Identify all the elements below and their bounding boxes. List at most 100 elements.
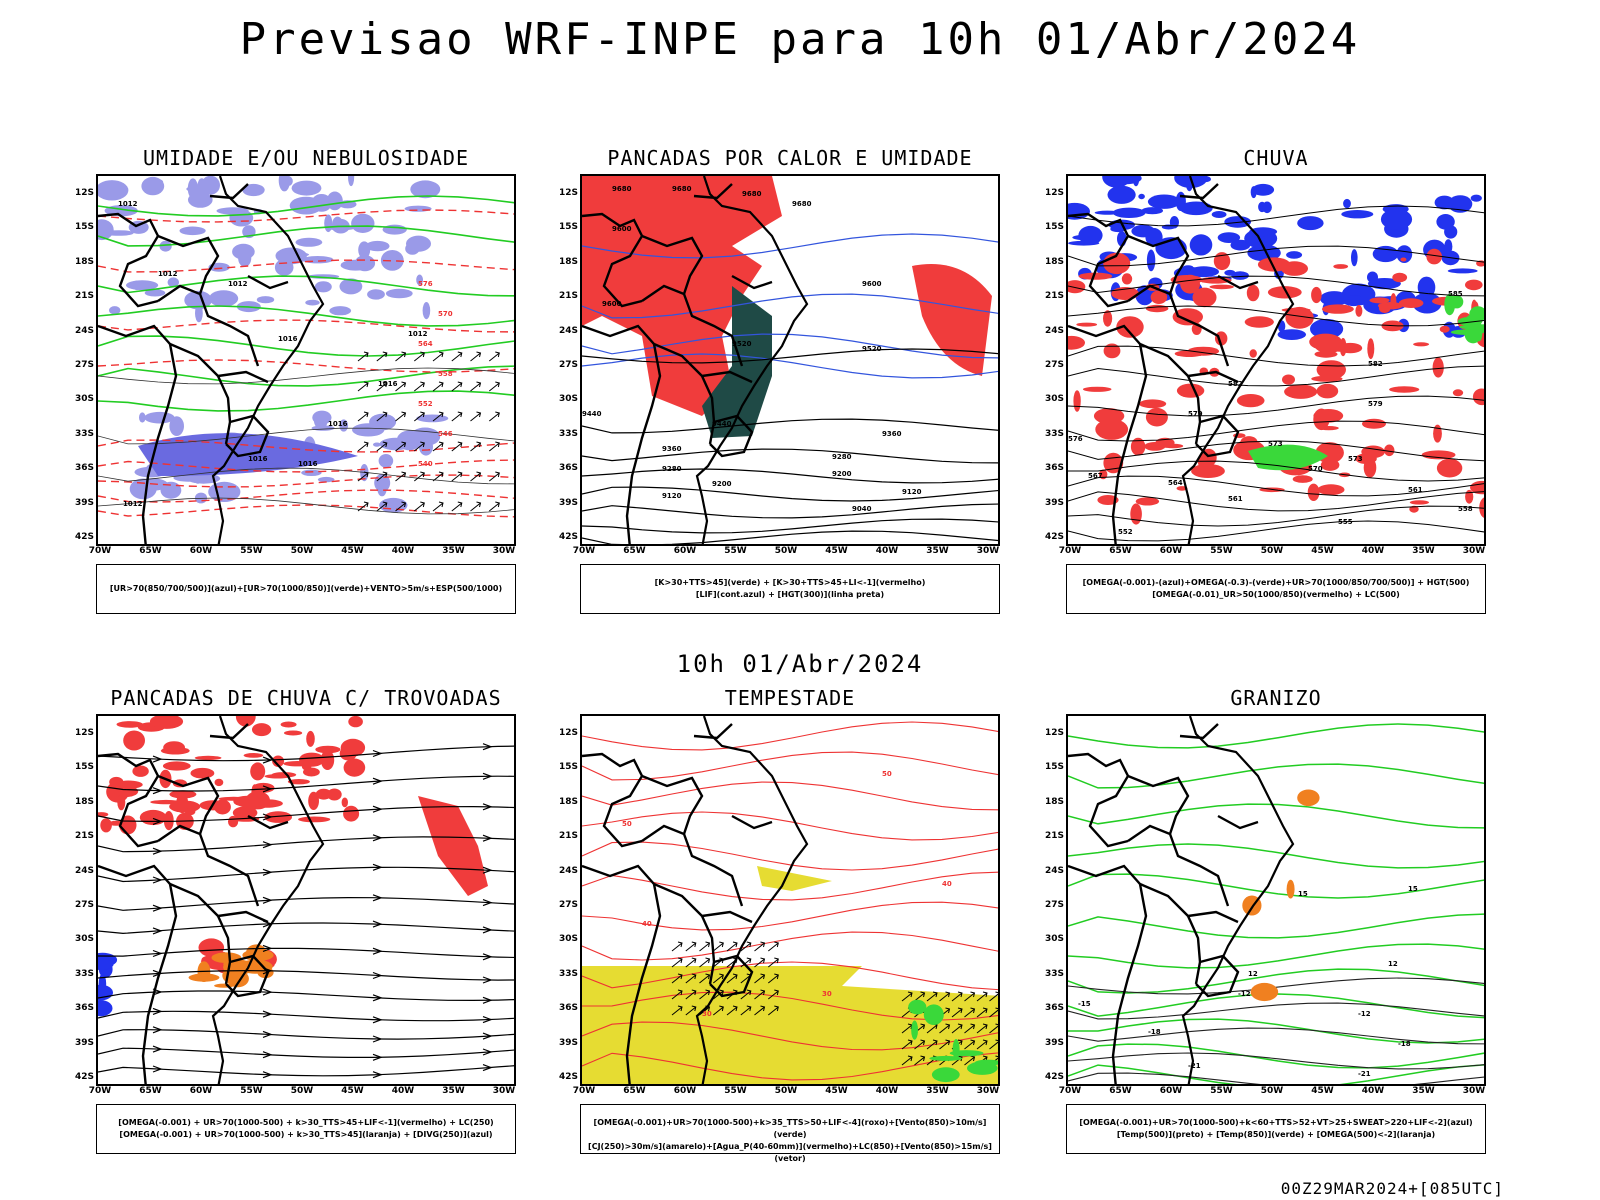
field-patch xyxy=(1172,308,1203,326)
streamline xyxy=(98,745,514,762)
field-patch xyxy=(380,250,404,271)
field-patch xyxy=(340,738,366,757)
contour-label: 1012 xyxy=(118,200,138,208)
latitude-label: 36S xyxy=(1044,463,1064,474)
flow-arrow xyxy=(372,777,383,785)
contour-label: 1012 xyxy=(123,500,143,508)
contour-label: 9120 xyxy=(902,488,922,496)
contour-line xyxy=(1068,1052,1484,1070)
field-patch xyxy=(1068,280,1086,294)
flow-arrow xyxy=(152,787,163,795)
main-title: Previsao WRF-INPE para 10h 01/Abr/2024 xyxy=(239,14,1361,65)
contour-label: 9600 xyxy=(612,225,632,233)
latitude-label: 24S xyxy=(558,865,578,876)
wind-vector xyxy=(671,957,683,968)
field-patch xyxy=(1244,316,1274,328)
latitude-label: 30S xyxy=(558,394,578,405)
field-patch xyxy=(1078,225,1103,245)
longitude-label: 70W xyxy=(88,546,112,556)
contour-label: -18 xyxy=(1148,1028,1161,1036)
flow-arrow xyxy=(262,944,273,952)
omega-red xyxy=(1068,248,1484,525)
field-patch xyxy=(1412,292,1442,314)
field-patch xyxy=(1076,322,1098,327)
contour-label: 1012 xyxy=(228,280,248,288)
clear-area xyxy=(882,176,998,226)
latitude-label: 12S xyxy=(1044,728,1064,738)
field-patch xyxy=(422,302,431,320)
flow-arrow xyxy=(152,817,163,825)
field-patch xyxy=(1068,203,1079,211)
country-borders xyxy=(98,723,289,1084)
flow-arrow xyxy=(152,949,163,958)
field-patch xyxy=(149,716,184,729)
panel-title: GRANIZO xyxy=(1230,686,1322,710)
jet-yellow xyxy=(582,966,998,1084)
longitude-label: 30W xyxy=(976,546,1000,556)
legend-line: [OMEGA(-0.001)-(azul)+OMEGA(-0.3)-(verde… xyxy=(1082,578,1470,587)
wind-vector xyxy=(671,941,683,952)
longitude-label: 50W xyxy=(1260,1086,1284,1096)
wind-vector xyxy=(926,991,938,1002)
field-patch xyxy=(170,741,183,748)
contour-label: 582 xyxy=(1228,380,1243,388)
wind-vector xyxy=(357,441,369,452)
latitude-label: 30S xyxy=(74,394,94,405)
field-patch xyxy=(287,779,310,785)
wind-vector xyxy=(767,957,779,968)
field-patch xyxy=(194,755,222,760)
wind-vector xyxy=(488,471,500,482)
longitude-label: 35W xyxy=(1412,1086,1435,1096)
legend-line: [OMEGA(-0.01)_UR>50(1000/850)(vermelho) … xyxy=(1152,590,1400,599)
streamline xyxy=(98,836,514,853)
contour-line xyxy=(1068,491,1484,512)
wind-vector xyxy=(964,991,976,1002)
flow-arrow xyxy=(482,926,493,934)
border-line xyxy=(1068,212,1130,308)
border-line xyxy=(1187,370,1239,384)
border-line xyxy=(1068,324,1202,445)
flow-arrow xyxy=(482,1016,493,1024)
map-frame: 9680 9680 9680 9680 9600 9600 9600 9520 9520 9440… xyxy=(580,174,1000,546)
border-line xyxy=(1179,723,1219,740)
contour-line xyxy=(1068,763,1484,789)
latitude-label: 12S xyxy=(558,188,578,198)
contour-label: 9600 xyxy=(862,280,882,288)
wind-vector xyxy=(740,957,752,968)
field-patch xyxy=(132,765,149,777)
contour-label: 579 xyxy=(1188,410,1203,418)
latitude-label: 15S xyxy=(74,222,94,233)
streamline xyxy=(98,1065,514,1077)
omega-blue xyxy=(1068,176,1281,306)
field-patch xyxy=(295,237,323,247)
field-patch xyxy=(1367,271,1378,283)
contour-label: 564 xyxy=(1168,479,1183,487)
wind-vector xyxy=(989,1039,998,1050)
latitude-label: 42S xyxy=(558,532,578,542)
field-patch xyxy=(324,214,333,233)
wind-vector xyxy=(685,989,697,1000)
flow-arrow xyxy=(482,976,493,984)
contour-line xyxy=(98,390,514,412)
wind-vector xyxy=(488,411,500,422)
latitude-label: 27S xyxy=(1044,360,1064,370)
wind-vector xyxy=(712,941,724,952)
latitude-label: 30S xyxy=(1044,394,1064,405)
border-line xyxy=(641,774,704,835)
wind-vector xyxy=(470,381,482,392)
flow-arrow xyxy=(262,813,273,821)
field-patch xyxy=(1231,271,1249,280)
field-patch xyxy=(242,949,274,961)
border-line xyxy=(225,414,270,458)
field-patch xyxy=(1465,489,1474,504)
contour-label: 9520 xyxy=(732,340,752,348)
border-line xyxy=(247,274,289,290)
wind-vector xyxy=(712,973,724,984)
wind-vector xyxy=(964,1039,976,1050)
contour-line xyxy=(582,931,998,961)
streamline xyxy=(98,990,514,1002)
map-frame: 1012 1012 1012 1016 1016 1016 1012 1012 1016 1016… xyxy=(96,174,516,546)
wind-vector xyxy=(432,381,444,392)
flow-arrow xyxy=(482,1064,493,1072)
streamline xyxy=(98,775,514,792)
